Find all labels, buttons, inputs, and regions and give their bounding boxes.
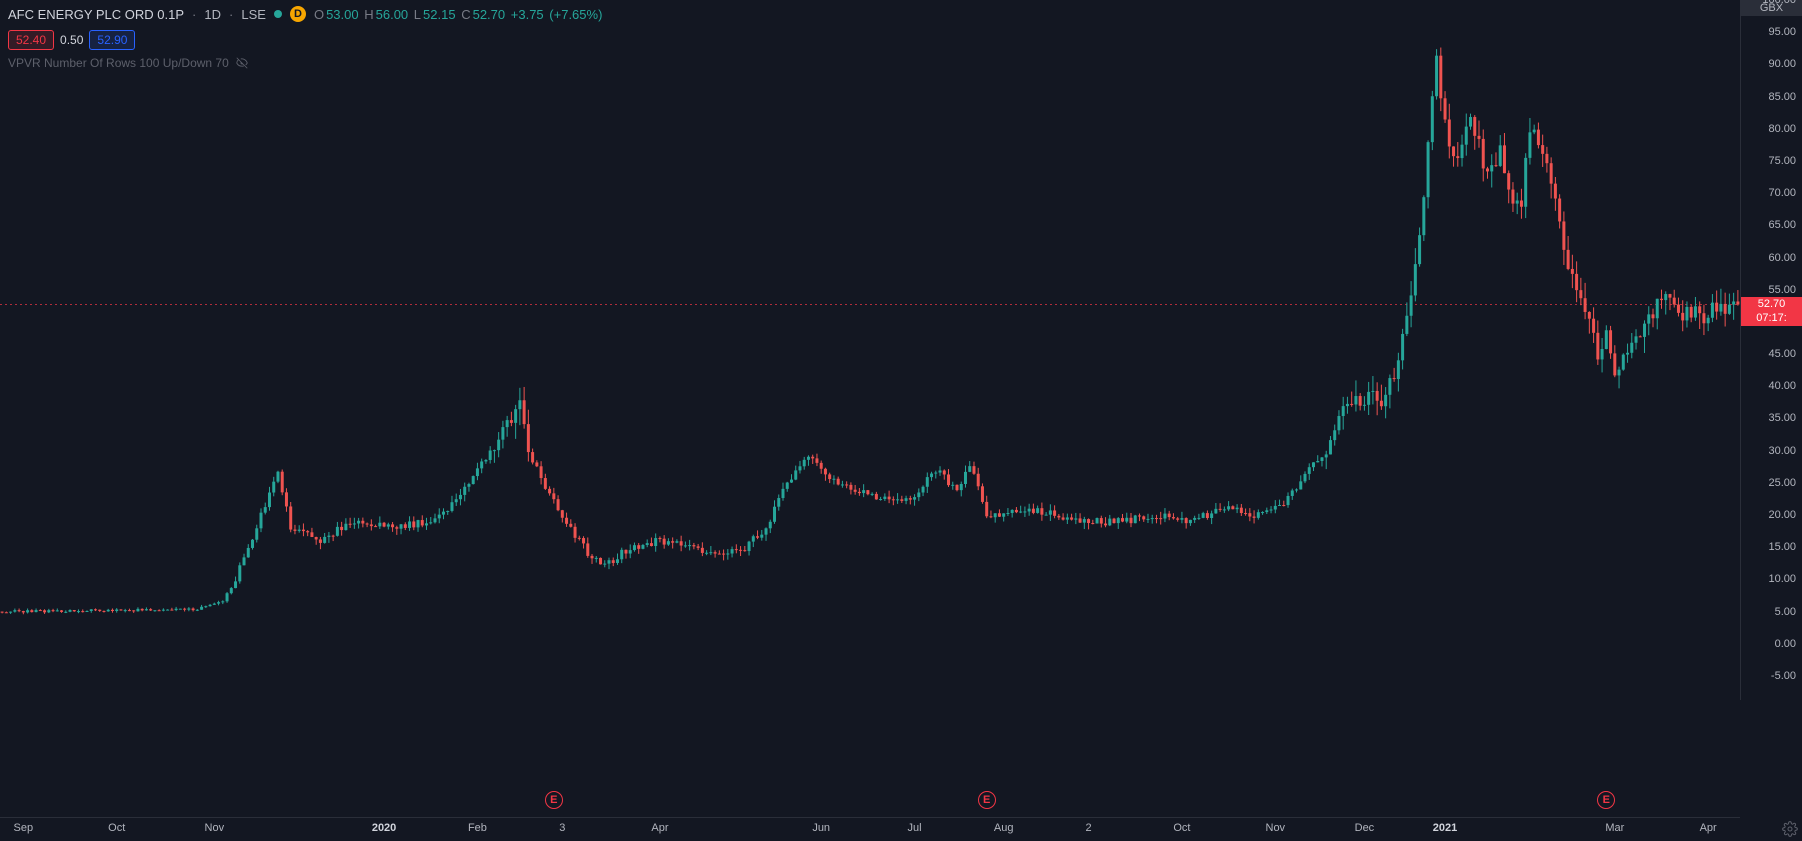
last-price-label: 52.70 xyxy=(1741,297,1802,312)
settings-icon[interactable] xyxy=(1782,821,1798,837)
y-tick: 90.00 xyxy=(1768,58,1796,70)
y-tick: 70.00 xyxy=(1768,187,1796,199)
visibility-off-icon[interactable] xyxy=(235,56,249,70)
x-tick: Nov xyxy=(205,822,225,834)
y-tick: 5.00 xyxy=(1775,606,1796,618)
x-axis[interactable]: Sep Oct Nov 2020 Feb 3 Apr Jun Jul Aug 2 Oct Nov Dec 2… xyxy=(0,817,1740,841)
y-tick: 60.00 xyxy=(1768,252,1796,264)
x-tick: 3 xyxy=(559,822,565,834)
y-tick: 0.00 xyxy=(1775,638,1796,650)
symbol-name[interactable]: AFC ENERGY PLC ORD 0.1P xyxy=(8,7,184,22)
spread: 0.50 xyxy=(60,33,83,47)
y-tick: 25.00 xyxy=(1768,477,1796,489)
delayed-badge[interactable]: D xyxy=(290,6,306,22)
earnings-marker[interactable]: E xyxy=(545,791,563,809)
x-tick: Oct xyxy=(108,822,125,834)
x-tick: Nov xyxy=(1266,822,1286,834)
earnings-marker[interactable]: E xyxy=(978,791,996,809)
x-tick: Apr xyxy=(651,822,668,834)
y-tick: 75.00 xyxy=(1768,155,1796,167)
y-tick: 20.00 xyxy=(1768,509,1796,521)
indicator-row[interactable]: VPVR Number Of Rows 100 Up/Down 70 xyxy=(8,56,249,70)
x-tick: Oct xyxy=(1173,822,1190,834)
earnings-marker[interactable]: E xyxy=(1597,791,1615,809)
y-tick: 95.00 xyxy=(1768,26,1796,38)
ask-badge[interactable]: 52.90 xyxy=(89,30,135,50)
x-tick: Mar xyxy=(1605,822,1624,834)
bid-badge[interactable]: 52.40 xyxy=(8,30,54,50)
indicator-name: VPVR Number Of Rows 100 Up/Down 70 xyxy=(8,56,229,70)
countdown-label: 07:17: xyxy=(1741,311,1802,326)
x-tick: Jul xyxy=(908,822,922,834)
y-tick: 30.00 xyxy=(1768,445,1796,457)
ohlc-readout: O53.00 H56.00 L52.15 C52.70 +3.75 (+7.65… xyxy=(314,7,604,22)
x-tick: Sep xyxy=(14,822,34,834)
x-tick: Dec xyxy=(1355,822,1375,834)
x-tick: Feb xyxy=(468,822,487,834)
x-tick: Apr xyxy=(1700,822,1717,834)
y-tick: 10.00 xyxy=(1768,573,1796,585)
x-tick: Jun xyxy=(812,822,830,834)
interval[interactable]: 1D xyxy=(204,7,221,22)
y-tick: 80.00 xyxy=(1768,123,1796,135)
y-tick: 85.00 xyxy=(1768,91,1796,103)
y-tick: 40.00 xyxy=(1768,380,1796,392)
price-chart[interactable] xyxy=(0,0,1740,700)
x-tick: 2 xyxy=(1085,822,1091,834)
exchange: LSE xyxy=(241,7,266,22)
chart-header: AFC ENERGY PLC ORD 0.1P · 1D · LSE D O53… xyxy=(8,6,604,22)
y-tick: 45.00 xyxy=(1768,348,1796,360)
x-tick: 2021 xyxy=(1433,822,1457,834)
y-tick: 35.00 xyxy=(1768,412,1796,424)
y-tick: 15.00 xyxy=(1768,541,1796,553)
market-status-dot xyxy=(274,10,282,18)
x-tick: 2020 xyxy=(372,822,396,834)
y-tick: 100.00 xyxy=(1762,0,1796,6)
x-tick: Aug xyxy=(994,822,1014,834)
y-tick: 65.00 xyxy=(1768,219,1796,231)
y-tick: -5.00 xyxy=(1771,670,1796,682)
bid-ask-row: 52.40 0.50 52.90 xyxy=(8,30,135,50)
y-tick: 55.00 xyxy=(1768,284,1796,296)
y-axis[interactable]: GBX 100.0095.0090.0085.0080.0075.0070.00… xyxy=(1740,0,1802,700)
